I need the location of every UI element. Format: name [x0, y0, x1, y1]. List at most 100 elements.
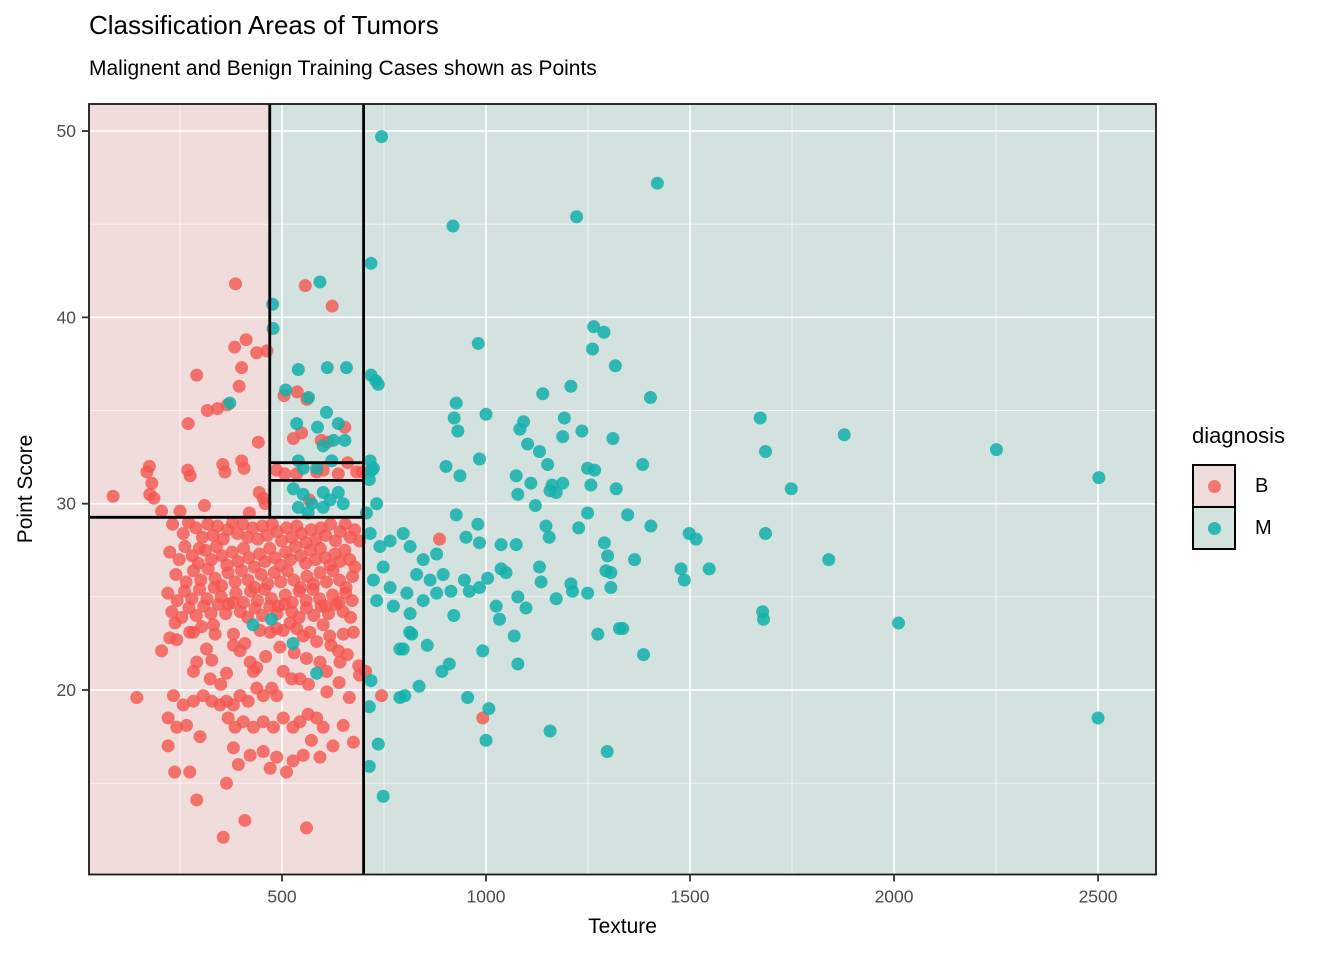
data-point-M — [446, 219, 460, 233]
legend-dot-icon — [1207, 479, 1221, 493]
data-point-B — [170, 633, 184, 647]
data-point-B — [303, 625, 317, 639]
data-point-B — [178, 540, 192, 554]
data-point-B — [205, 653, 219, 667]
data-point-B — [298, 279, 312, 293]
data-point-M — [588, 463, 602, 477]
data-point-M — [509, 538, 523, 552]
data-point-M — [644, 519, 658, 533]
data-point-M — [586, 342, 600, 356]
data-point-M — [543, 484, 557, 498]
data-point-B — [193, 582, 207, 596]
data-point-M — [362, 472, 376, 486]
data-point-M — [472, 452, 486, 466]
legend-label: B — [1255, 474, 1269, 497]
data-point-M — [338, 433, 352, 447]
data-point-B — [166, 689, 180, 703]
data-point-B — [196, 689, 210, 703]
data-point-B — [228, 277, 242, 291]
data-point-B — [243, 748, 257, 762]
data-point-M — [405, 627, 419, 641]
data-point-M — [302, 390, 316, 404]
data-point-B — [190, 793, 204, 807]
data-point-M — [637, 648, 651, 662]
data-point-M — [291, 500, 305, 514]
data-point-B — [219, 607, 233, 621]
data-point-B — [310, 635, 324, 649]
data-point-M — [702, 562, 716, 576]
data-point-M — [325, 454, 339, 468]
data-point-B — [307, 608, 321, 622]
data-point-B — [274, 575, 288, 589]
data-point-B — [299, 651, 313, 665]
data-point-B — [228, 720, 242, 734]
data-point-M — [543, 724, 557, 738]
x-tick-label: 2000 — [875, 887, 914, 907]
y-tick-label: 40 — [57, 307, 77, 327]
data-point-B — [246, 664, 260, 678]
data-point-B — [233, 689, 247, 703]
data-point-B — [190, 655, 204, 669]
data-point-M — [584, 478, 598, 492]
data-point-M — [528, 499, 542, 513]
data-point-B — [200, 404, 214, 418]
data-point-B — [106, 489, 120, 503]
data-point-B — [183, 469, 197, 483]
data-point-M — [316, 500, 330, 514]
data-point-M — [591, 627, 605, 641]
data-point-M — [447, 411, 461, 425]
data-point-B — [346, 735, 360, 749]
data-point-B — [260, 528, 274, 542]
data-point-M — [439, 459, 453, 473]
data-point-M — [310, 461, 324, 475]
data-point-M — [471, 336, 485, 350]
data-point-M — [331, 486, 345, 500]
data-point-B — [200, 642, 214, 656]
data-point-M — [403, 607, 417, 621]
data-point-M — [756, 612, 770, 626]
data-point-M — [759, 445, 773, 459]
data-point-B — [270, 750, 284, 764]
data-point-M — [376, 789, 390, 803]
data-point-M — [989, 443, 1003, 457]
data-point-M — [566, 584, 580, 598]
data-point-B — [176, 527, 190, 541]
data-point-B — [147, 491, 161, 505]
data-point-B — [235, 564, 249, 578]
data-point-M — [587, 320, 601, 334]
data-point-B — [299, 556, 313, 570]
data-point-B — [316, 618, 330, 632]
data-point-B — [190, 368, 204, 382]
data-point-B — [313, 750, 327, 764]
y-tick-label: 20 — [57, 680, 77, 700]
data-point-B — [193, 730, 207, 744]
data-point-M — [436, 567, 450, 581]
data-point-M — [564, 379, 578, 393]
data-point-M — [416, 553, 430, 567]
data-point-B — [201, 562, 215, 576]
data-point-M — [753, 411, 767, 425]
data-point-M — [290, 417, 304, 431]
data-point-M — [636, 458, 650, 472]
data-point-B — [221, 566, 235, 580]
data-point-M — [556, 430, 570, 444]
data-point-B — [161, 586, 175, 600]
data-point-B — [226, 741, 240, 755]
data-point-M — [449, 508, 463, 522]
data-point-B — [173, 504, 187, 518]
data-point-B — [319, 575, 333, 589]
data-point-B — [250, 681, 264, 695]
data-point-M — [410, 567, 424, 581]
data-point-B — [166, 517, 180, 531]
data-point-B — [168, 616, 182, 630]
data-point-B — [172, 553, 186, 567]
data-point-B — [348, 523, 362, 537]
data-point-B — [226, 515, 240, 529]
data-point-M — [459, 530, 473, 544]
legend-swatch-M — [1192, 506, 1236, 550]
data-point-M — [336, 497, 350, 511]
data-point-B — [340, 648, 354, 662]
legend-dot-icon — [1207, 521, 1221, 535]
data-point-B — [324, 638, 338, 652]
data-point-B — [326, 739, 340, 753]
